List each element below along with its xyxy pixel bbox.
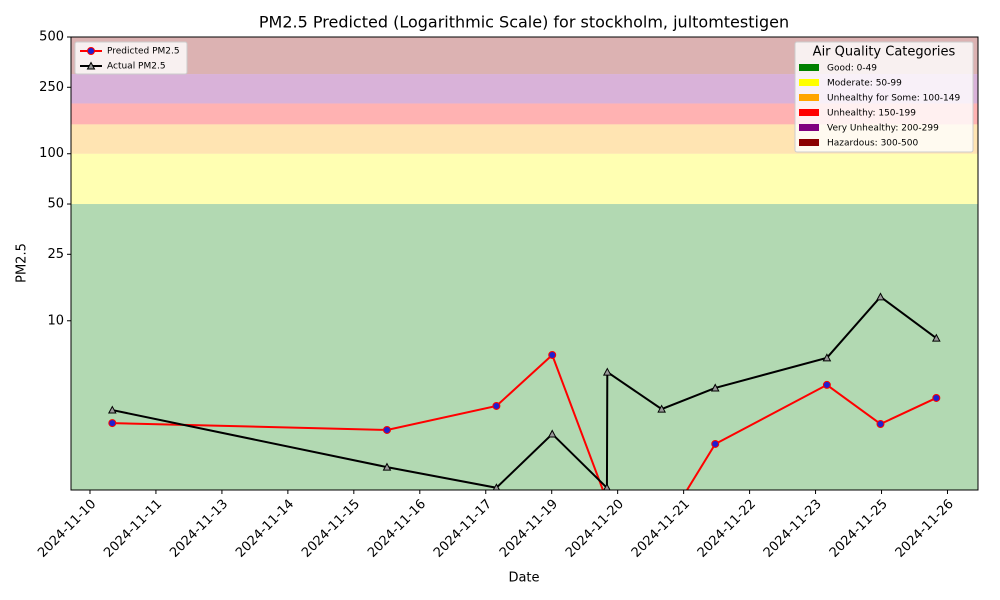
chart-title: PM2.5 Predicted (Logarithmic Scale) for … (259, 13, 789, 32)
y-tick-label: 25 (47, 247, 64, 262)
legend-title: Air Quality Categories (813, 45, 956, 60)
x-tick-label: 2024-11-23 (761, 497, 825, 561)
legend-swatch (799, 94, 819, 101)
triangle-marker (822, 353, 832, 362)
x-tick-label: 2024-11-22 (695, 497, 759, 561)
y-tick-label: 100 (39, 146, 64, 161)
aq-band (71, 204, 978, 490)
y-tick-label: 500 (39, 30, 64, 45)
legend-swatch (799, 139, 819, 146)
lines (107, 292, 941, 579)
aq-band (71, 103, 978, 125)
triangle-marker (931, 333, 941, 342)
legend-marker (87, 47, 95, 55)
legend-box (74, 41, 188, 75)
y-axis-label: PM2.5 (15, 243, 30, 283)
circle-marker (108, 419, 117, 428)
aq-band (71, 153, 978, 205)
circle-marker (492, 401, 501, 410)
circle-marker (631, 572, 638, 579)
triangle-marker (382, 462, 392, 471)
legend-swatch (799, 124, 819, 131)
x-tick-label: 2024-11-25 (827, 497, 891, 561)
x-axis-label: Date (508, 571, 539, 586)
circle-marker (932, 393, 941, 402)
x-tick-label: 2024-11-14 (233, 497, 297, 561)
legend-swatch (799, 64, 819, 71)
legend-label: Hazardous: 300-500 (827, 139, 918, 149)
y-tick-label: 250 (39, 80, 64, 95)
y-tick-label: 10 (47, 313, 64, 328)
x-tick-label: 2024-11-11 (101, 497, 165, 561)
legend-label: Moderate: 50-99 (827, 79, 902, 89)
legend-swatch (799, 109, 819, 116)
circle-marker (711, 439, 720, 448)
legend-label: Good: 0-49 (827, 64, 877, 74)
legend-box (794, 41, 974, 153)
triangle-marker (603, 483, 611, 490)
triangle-marker (492, 483, 501, 490)
legend-swatch (799, 79, 819, 86)
legend-marker (86, 61, 96, 70)
y-tick-label: 50 (47, 197, 64, 212)
series-line (112, 353, 937, 490)
x-tick-label: 2024-11-15 (299, 497, 363, 561)
triangle-marker (876, 292, 885, 301)
circle-marker (382, 425, 391, 434)
circle-marker (876, 419, 885, 428)
x-tick-label: 2024-11-13 (167, 497, 231, 561)
x-tick-label: 2024-11-21 (629, 497, 693, 561)
x-tick-label: 2024-11-16 (365, 497, 429, 561)
triangle-marker (602, 367, 612, 376)
circle-marker (548, 350, 557, 359)
triangle-marker (657, 404, 666, 413)
legend-label: Unhealthy for Some: 100-149 (827, 94, 960, 104)
legend-label: Actual PM2.5 (107, 62, 166, 72)
x-tick-label: 2024-11-19 (497, 497, 561, 561)
x-tick-label: 2024-11-20 (563, 497, 627, 561)
legend-label: Unhealthy: 150-199 (827, 109, 916, 119)
plot-frame (70, 36, 979, 491)
circle-marker (822, 380, 831, 389)
x-tick-label: 2024-11-10 (35, 497, 99, 561)
x-tick-label: 2024-11-17 (431, 497, 495, 561)
legend-label: Predicted PM2.5 (107, 47, 180, 57)
triangle-marker (107, 405, 117, 414)
triangle-marker (547, 429, 557, 438)
legend-label: Very Unhealthy: 200-299 (827, 124, 939, 134)
x-tick-label: 2024-11-26 (893, 497, 957, 561)
triangle-marker (710, 383, 720, 392)
